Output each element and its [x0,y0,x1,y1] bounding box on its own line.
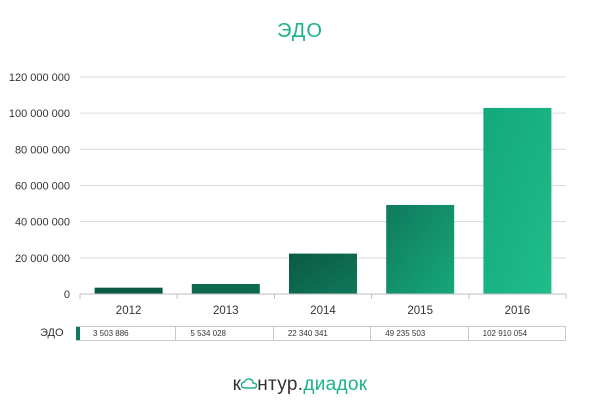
data-table-cell: 102 910 054 [467,327,565,340]
legend-key [76,327,80,340]
data-table-cell: 22 340 341 [272,327,370,340]
logo-text-ntur: нтур. [257,374,304,395]
cloud-icon [241,373,258,389]
bar [289,253,357,294]
chart-title: ЭДО [277,20,323,42]
logo-text-k: к [232,374,242,395]
y-tick-label: 120 000 000 [9,72,70,84]
bar [191,283,260,294]
x-tick-label: 2016 [505,305,531,317]
x-tick-label: 2013 [213,305,239,317]
y-tick-label: 60 000 000 [15,181,70,193]
y-tick-label: 80 000 000 [15,144,70,156]
data-table: 3 503 886 5 534 028 22 340 341 49 235 50… [76,326,566,341]
data-table-series-label: ЭДО [40,327,64,339]
bar [483,107,552,294]
x-tick-label: 2012 [116,305,142,317]
bar [94,287,163,294]
x-tick-label: 2014 [310,305,336,317]
x-tick-label: 2015 [407,305,433,317]
bar [386,204,455,294]
data-table-cell: 49 235 503 [370,327,467,340]
data-table-cell: 5 534 028 [175,327,272,340]
data-table-cell: 3 503 886 [93,329,129,338]
y-tick-label: 0 [64,289,70,301]
y-tick-label: 40 000 000 [15,217,70,229]
kontur-diadoc-logo: к нтур.диадок [0,374,600,396]
logo-text-diadok: диадок [303,374,368,395]
y-tick-label: 20 000 000 [15,253,70,265]
y-tick-label: 100 000 000 [9,108,70,120]
